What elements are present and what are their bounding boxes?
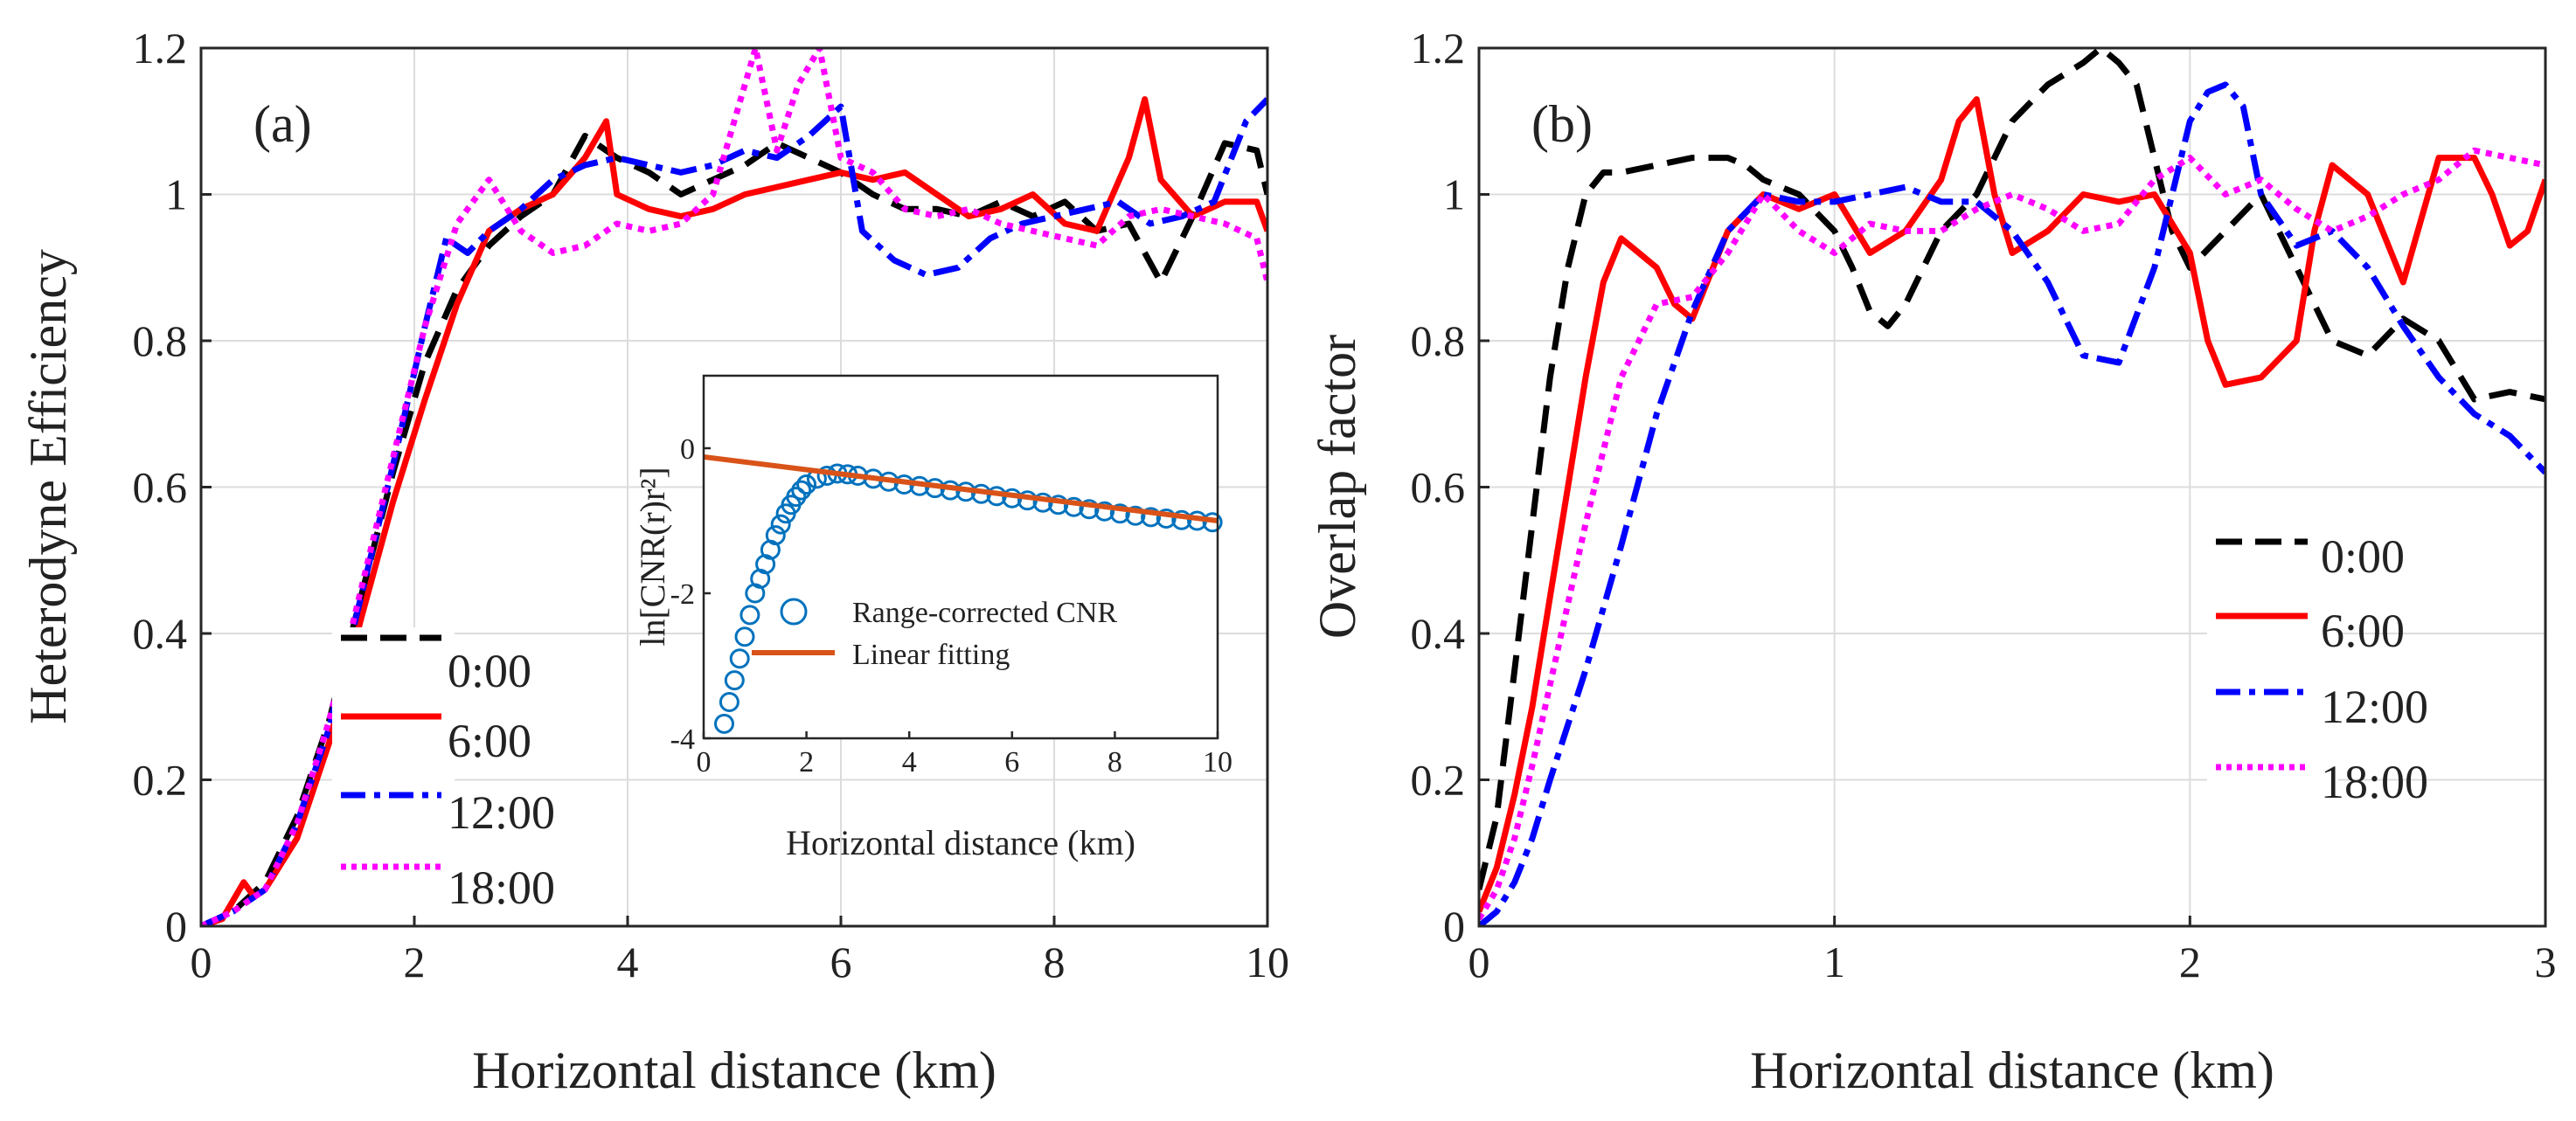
inset-scatter-point bbox=[791, 480, 812, 501]
panel-b-xtick-label: 3 bbox=[2535, 938, 2557, 986]
inset-ticks: 0 2 4 6 8 10 -4 -2 0 bbox=[670, 433, 1232, 778]
panel-a-ticks: 0 2 4 6 8 10 0 0.2 0.4 0.6 0.8 1 1.2 bbox=[133, 24, 1290, 986]
panel-b-ytick-label: 0.8 bbox=[1411, 316, 1466, 365]
panel-a-ytick-label: 0.4 bbox=[133, 609, 188, 658]
panel-a: 0 2 4 6 8 10 0 0.2 0.4 0.6 0.8 1 1.2 (a) Horizontal … bbox=[19, 24, 1289, 1099]
panel-b-series-1200-line bbox=[1479, 81, 2545, 926]
inset-xlabel: Horizontal distance (km) bbox=[786, 823, 1135, 862]
legend-a-label-3: 18:00 bbox=[448, 862, 555, 914]
legend-a-label-1: 6:00 bbox=[448, 715, 531, 767]
inset-scatter-point bbox=[714, 713, 734, 734]
panel-a-label: (a) bbox=[253, 95, 312, 153]
panel-b-xlabel: Horizontal distance (km) bbox=[1750, 1041, 2274, 1099]
panel-b-xtick-label: 1 bbox=[1823, 938, 1845, 986]
inset-scatter-point bbox=[1125, 505, 1146, 526]
inset-xtick-label: 8 bbox=[1107, 746, 1122, 778]
panel-b-ytick-label: 0.2 bbox=[1411, 756, 1466, 805]
panel-a-xtick-label: 8 bbox=[1044, 938, 1066, 986]
inset: 0 2 4 6 8 10 -4 -2 0 Horizontal distance (km) ln… bbox=[633, 374, 1232, 862]
panel-b-series-1800-line bbox=[1479, 147, 2545, 921]
inset-scatter-point bbox=[719, 692, 739, 712]
panel-b-ticks: 0 1 2 3 0 0.2 0.4 0.6 0.8 1 1.2 bbox=[1411, 24, 2557, 986]
panel-a-series-1200-line bbox=[201, 97, 1267, 926]
inset-scatter-point bbox=[1063, 496, 1084, 517]
panel-a-xtick-label: 2 bbox=[404, 938, 426, 986]
panel-a-xtick-label: 6 bbox=[830, 938, 852, 986]
inset-scatter-point bbox=[765, 525, 786, 546]
inset-xtick-label: 4 bbox=[902, 746, 917, 778]
panel-a-ytick-label: 0 bbox=[165, 902, 187, 951]
panel-b-ytick-label: 0 bbox=[1443, 902, 1465, 951]
panel-b-series bbox=[1479, 48, 2545, 926]
panel-b-legend-box bbox=[2207, 516, 2338, 830]
inset-fit-line bbox=[703, 453, 1219, 523]
panel-a-xtick-label: 0 bbox=[191, 938, 212, 986]
inset-scatter-point bbox=[1079, 499, 1100, 520]
inset-scatter-point bbox=[739, 605, 760, 626]
inset-scatter-point bbox=[1171, 509, 1192, 530]
inset-scatter-point bbox=[1048, 495, 1069, 516]
inset-scatter-point bbox=[1202, 512, 1223, 533]
panel-b-xtick-label: 2 bbox=[2179, 938, 2201, 986]
inset-xtick-label: 0 bbox=[697, 746, 712, 778]
panel-b-ytick-label: 1 bbox=[1443, 170, 1465, 219]
panel-a-ytick-label: 1 bbox=[165, 170, 187, 219]
inset-scatter-point bbox=[734, 626, 755, 647]
panel-b-legend: 0:00 6:00 12:00 18:00 bbox=[2207, 516, 2428, 830]
legend-b-label-2: 12:00 bbox=[2321, 681, 2428, 733]
inset-xtick-label: 6 bbox=[1004, 746, 1019, 778]
inset-scatter-point bbox=[1156, 509, 1177, 529]
panel-b-ytick-label: 0.6 bbox=[1411, 463, 1466, 512]
inset-scatter-point bbox=[729, 648, 750, 669]
inset-scatter-point bbox=[724, 670, 745, 691]
panel-b-ytick-label: 1.2 bbox=[1411, 24, 1466, 73]
panel-a-ytick-label: 0.2 bbox=[133, 756, 188, 805]
panel-b-series-000-line bbox=[1479, 48, 2545, 890]
inset-scatter-point bbox=[1109, 503, 1130, 524]
inset-legend-label-1: Linear fitting bbox=[852, 639, 1010, 671]
panel-b-ylabel: Overlap factor bbox=[1309, 335, 1366, 639]
panel-a-ytick-label: 0.6 bbox=[133, 463, 188, 512]
panel-a-legend-box bbox=[332, 627, 455, 916]
inset-xtick-label: 10 bbox=[1203, 746, 1232, 778]
legend-b-label-3: 18:00 bbox=[2321, 756, 2428, 808]
panel-a-xtick-label: 10 bbox=[1246, 938, 1289, 986]
inset-marks bbox=[703, 453, 1223, 734]
legend-a-label-2: 12:00 bbox=[448, 786, 555, 839]
panel-a-xtick-label: 4 bbox=[617, 938, 639, 986]
inset-scatter-point bbox=[796, 474, 817, 495]
panel-b-series-600-line bbox=[1479, 96, 2545, 913]
panel-a-xlabel: Horizontal distance (km) bbox=[472, 1041, 996, 1099]
inset-ytick-label: 0 bbox=[680, 433, 695, 466]
inset-xtick-label: 2 bbox=[799, 746, 814, 778]
inset-ytick-label: -2 bbox=[670, 578, 695, 611]
inset-legend: Range-corrected CNR Linear fitting bbox=[752, 597, 1117, 671]
panel-a-legend: 0:00 6:00 12:00 18:00 bbox=[332, 627, 555, 916]
inset-scatter-point bbox=[1141, 507, 1162, 528]
panel-a-ytick-label: 0.8 bbox=[133, 316, 188, 365]
inset-legend-swatch-0 bbox=[780, 598, 808, 626]
inset-frame bbox=[702, 374, 1219, 740]
panel-b-label: (b) bbox=[1531, 95, 1593, 153]
inset-legend-label-0: Range-corrected CNR bbox=[852, 597, 1117, 629]
inset-scatter-point bbox=[1094, 501, 1115, 522]
legend-a-label-0: 0:00 bbox=[448, 645, 531, 697]
panel-b-ytick-label: 0.4 bbox=[1411, 609, 1466, 658]
inset-background bbox=[704, 376, 1218, 738]
legend-b-label-0: 0:00 bbox=[2321, 530, 2405, 583]
inset-ytick-label: -4 bbox=[670, 723, 695, 756]
panel-a-ytick-label: 1.2 bbox=[133, 24, 188, 73]
panel-b: 0 1 2 3 0 0.2 0.4 0.6 0.8 1 1.2 (b) Horizontal dis… bbox=[1309, 24, 2557, 1099]
inset-ylabel: ln[CNR(r)r²] bbox=[633, 467, 672, 646]
inset-scatter-point bbox=[770, 514, 791, 535]
legend-b-label-1: 6:00 bbox=[2321, 605, 2405, 657]
panel-a-ylabel: Heterodyne Efficiency bbox=[19, 249, 77, 724]
panel-b-xtick-label: 0 bbox=[1469, 938, 1490, 986]
